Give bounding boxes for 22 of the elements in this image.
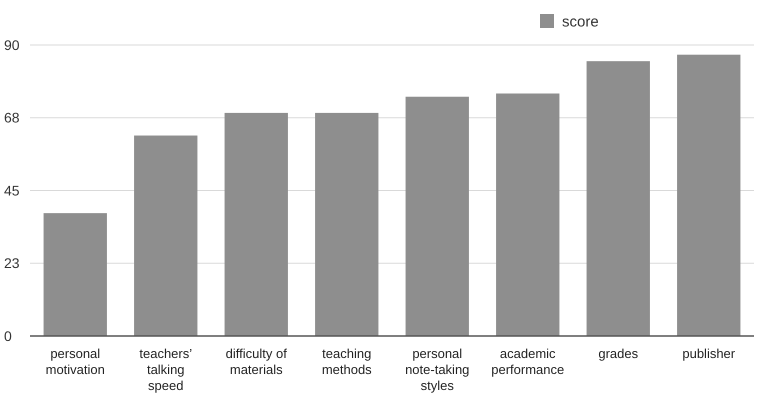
y-tick-label: 23 [4,255,20,272]
bar [315,112,378,336]
x-tick-label: teachers’ talking speed [139,346,192,393]
legend-label: score [562,13,599,30]
bar [44,213,107,336]
bar [406,96,469,336]
x-tick-label: personal note-taking styles [405,346,470,393]
bar [224,112,288,336]
y-tick-label: 45 [4,182,20,198]
x-tick-label: personal motivation [46,346,105,377]
y-tick-label: 90 [4,36,20,53]
bar [134,136,198,336]
bar [677,54,740,336]
y-tick-label: 68 [4,110,20,126]
x-tick-label: difficulty of materials [226,346,288,377]
x-tick-label: academic performance [491,346,564,377]
x-tick-label: teaching methods [322,346,372,377]
x-tick-label: grades [598,346,639,361]
y-tick-label: 0 [4,328,12,344]
bar [586,61,650,336]
x-tick-label: publisher [682,346,736,361]
bar [496,94,560,336]
